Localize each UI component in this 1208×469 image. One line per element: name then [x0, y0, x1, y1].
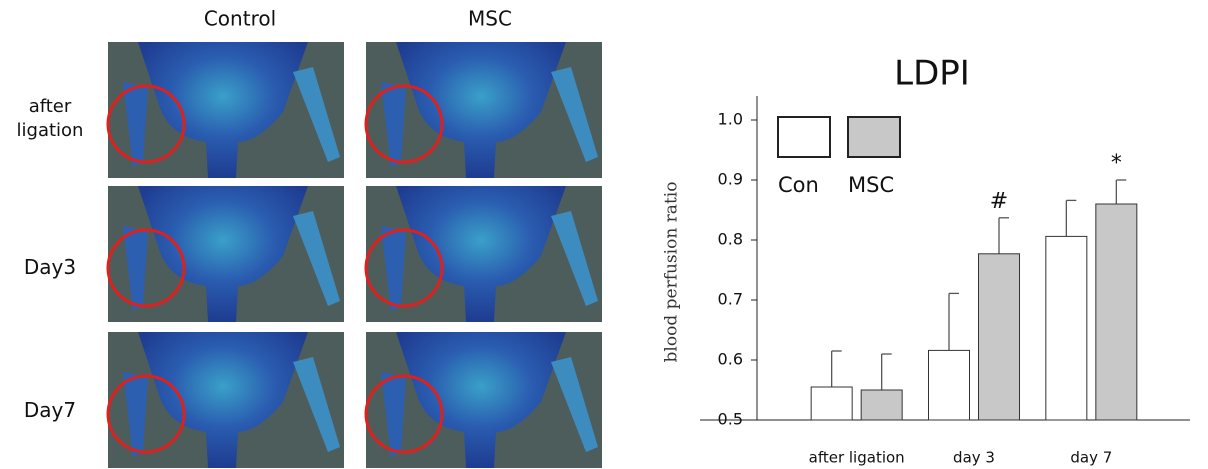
- y-tick-label: 0.9: [718, 170, 743, 189]
- row-label: Day7: [23, 398, 77, 422]
- leg-shape: [123, 226, 148, 311]
- column-label: MSC: [468, 7, 512, 31]
- image-panels: [106, 42, 602, 468]
- y-tick-label: 1.0: [718, 110, 743, 129]
- y-tick-label: 0.5: [718, 410, 743, 429]
- bar: [1095, 203, 1138, 421]
- leg-shape: [381, 372, 406, 457]
- leg-shape: [123, 372, 148, 457]
- region-circle: [364, 228, 444, 308]
- perfusion-shape: [138, 332, 308, 468]
- leg-shape: [123, 82, 148, 167]
- bar: [810, 386, 853, 421]
- x-tick-label: day 3: [953, 449, 995, 467]
- column-label: Control: [204, 7, 276, 31]
- x-tick-label: after ligation: [809, 449, 905, 467]
- perfusion-shape: [138, 42, 308, 178]
- region-circle: [106, 228, 186, 308]
- region-circle: [106, 84, 186, 164]
- legend-swatch: [847, 116, 901, 158]
- region-circle: [364, 374, 444, 454]
- legend-label: MSC: [848, 173, 894, 197]
- y-tick-label: 0.8: [718, 230, 743, 249]
- leg-shape: [293, 211, 340, 306]
- perfusion-shape: [396, 186, 566, 322]
- row-label: after ligation: [16, 96, 84, 141]
- y-axis-label: blood perfusion ratio: [662, 182, 682, 363]
- leg-shape: [381, 82, 406, 167]
- region-circle: [364, 84, 444, 164]
- legend-label: Con: [778, 173, 819, 197]
- bar: [860, 389, 903, 421]
- perfusion-shape: [396, 332, 566, 468]
- y-tick-label: 0.7: [718, 290, 743, 309]
- leg-shape: [381, 226, 406, 311]
- leg-shape: [551, 211, 598, 306]
- leg-shape: [551, 357, 598, 452]
- perfusion-shape: [138, 186, 308, 322]
- leg-shape: [293, 357, 340, 452]
- x-tick-label: day 7: [1070, 449, 1112, 467]
- legend-swatch: [777, 116, 831, 158]
- bar: [978, 253, 1020, 421]
- annotation: #: [990, 189, 1008, 214]
- leg-shape: [293, 67, 340, 162]
- bar: [928, 349, 970, 421]
- perfusion-shape: [396, 42, 566, 178]
- region-circle: [106, 374, 186, 454]
- row-label: Day3: [23, 255, 77, 279]
- chart-title: LDPI: [894, 54, 970, 94]
- y-tick-label: 0.6: [718, 350, 743, 369]
- annotation: *: [1111, 151, 1122, 176]
- bar: [1045, 235, 1088, 421]
- leg-shape: [551, 67, 598, 162]
